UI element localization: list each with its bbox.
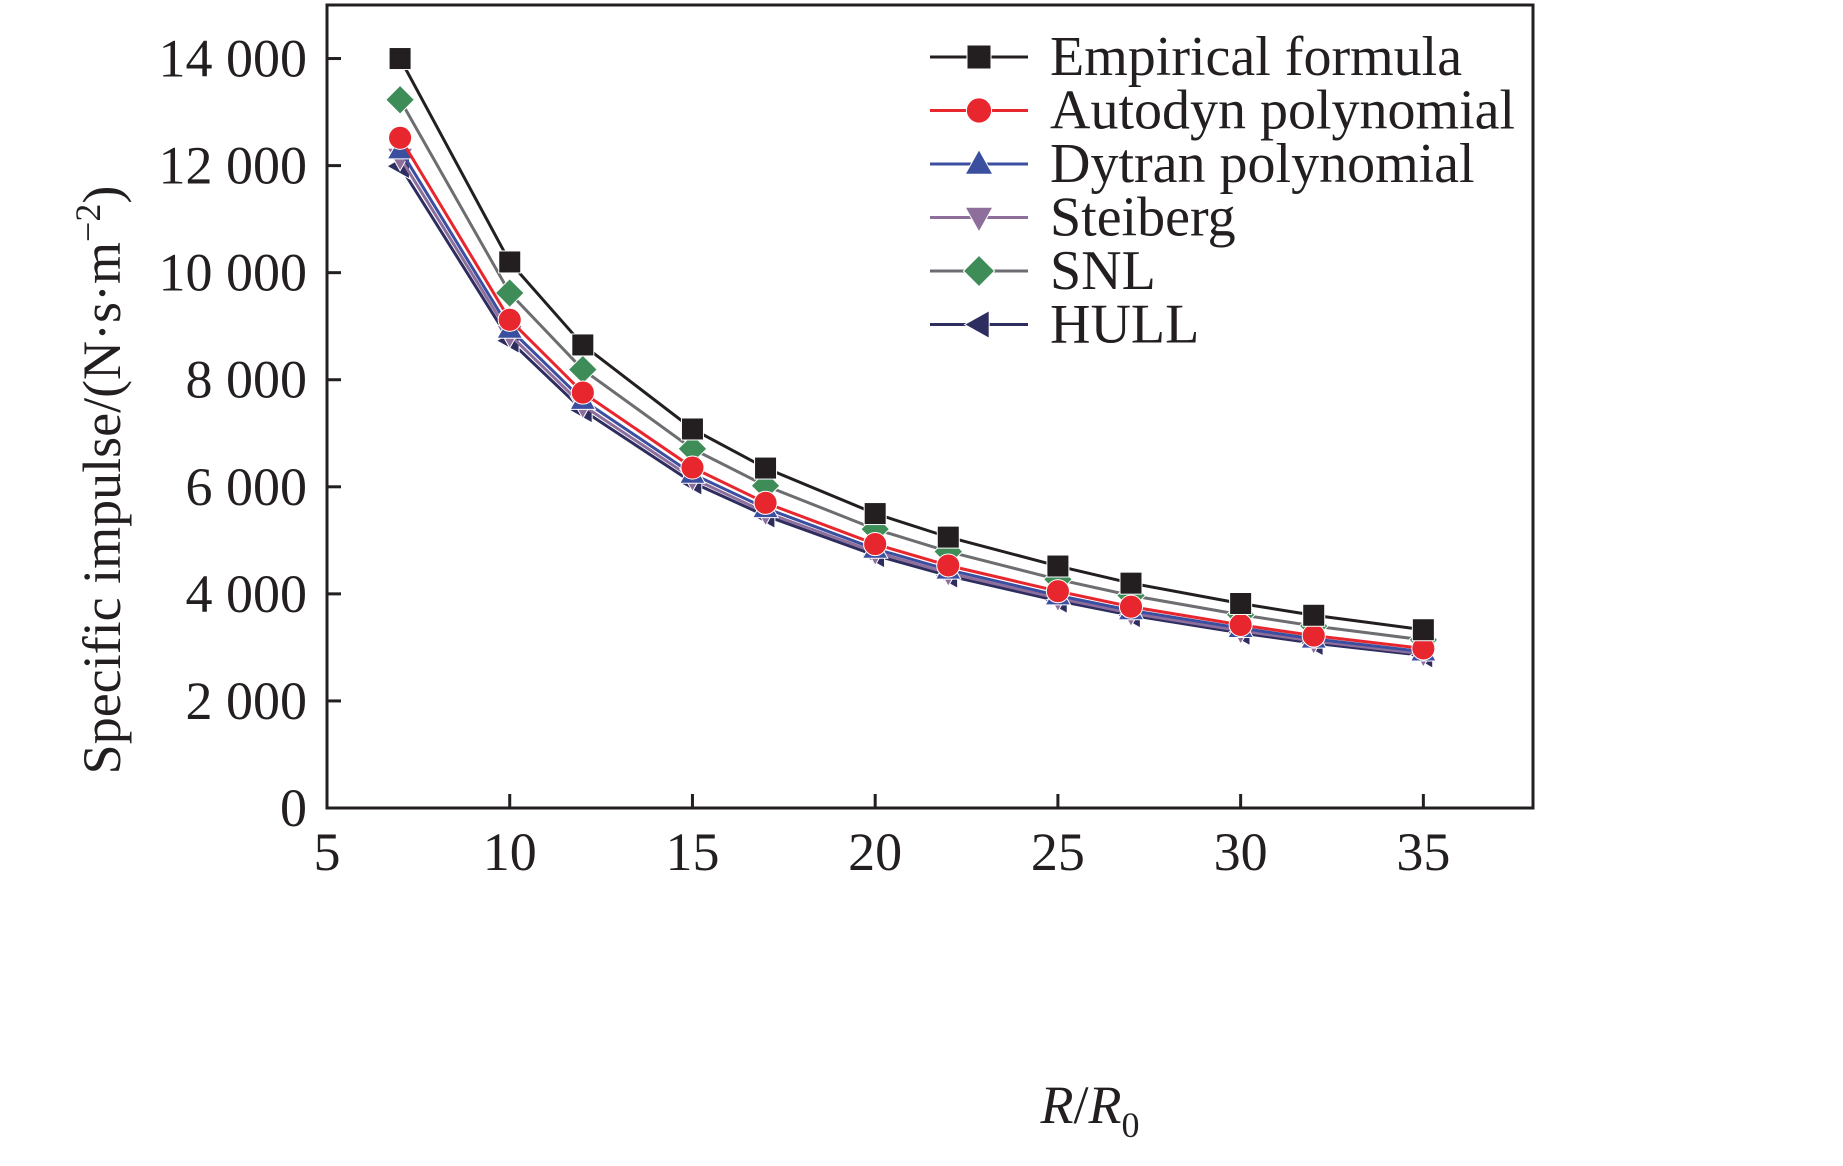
y-tick-label: 0	[280, 778, 307, 838]
legend-label: Dytran polynomial	[1050, 133, 1475, 195]
marker-square	[754, 456, 778, 480]
legend-label: Steiberg	[1050, 187, 1236, 249]
marker-circle	[388, 125, 413, 150]
series-1	[388, 125, 1436, 661]
x-tick-label: 35	[1396, 822, 1450, 882]
series-2	[386, 135, 1437, 662]
legend-label: SNL	[1050, 240, 1156, 302]
marker-circle	[497, 307, 522, 332]
legend-item: Steiberg	[930, 187, 1236, 249]
marker-circle	[863, 532, 888, 557]
marker-circle	[1301, 623, 1326, 648]
legend-label: HULL	[1050, 294, 1199, 356]
x-axis-title: R/R0	[1039, 1075, 1139, 1145]
x-tick-label: 30	[1214, 822, 1268, 882]
marker-square	[1411, 618, 1435, 642]
marker-diamond	[962, 254, 996, 288]
series-0	[388, 47, 1435, 642]
x-tick-label: 15	[665, 822, 719, 882]
marker-triangle-down	[964, 206, 994, 233]
marker-circle	[1045, 579, 1070, 604]
legend-item: Autodyn polynomial	[930, 80, 1515, 142]
y-axis-title-superscript: −2	[68, 204, 108, 242]
x-axis-title-main: R	[1039, 1075, 1073, 1135]
marker-square	[966, 44, 992, 70]
marker-square	[388, 47, 412, 71]
marker-circle	[965, 97, 993, 124]
marker-circle	[570, 380, 595, 405]
marker-triangle-left	[963, 309, 990, 340]
x-axis-title-main2: R	[1088, 1075, 1122, 1135]
marker-square	[1119, 571, 1143, 595]
series-line	[398, 148, 1424, 654]
legend-item: HULL	[930, 294, 1199, 356]
x-axis-title-subscript: 0	[1122, 1105, 1140, 1145]
marker-square	[863, 502, 887, 526]
axes-layer: 5 10 15 20 25 30 35 0 2 000 4 000 6 000 8 000 10 000…	[159, 29, 1451, 882]
legend-label: Autodyn polynomial	[1050, 80, 1515, 142]
marker-diamond	[494, 278, 525, 309]
marker-circle	[753, 490, 778, 515]
y-tick-label: 6 000	[186, 457, 308, 517]
legend-item: Empirical formula	[930, 26, 1462, 88]
marker-square	[1302, 603, 1326, 627]
marker-circle	[936, 553, 961, 578]
marker-square	[1046, 554, 1070, 578]
series-line	[398, 165, 1424, 657]
marker-circle	[1118, 594, 1144, 619]
x-tick-label: 10	[483, 822, 537, 882]
marker-diamond	[385, 84, 416, 115]
y-tick-label: 10 000	[159, 243, 308, 303]
legend-item: SNL	[930, 240, 1156, 302]
series-5	[385, 152, 1434, 669]
y-tick-label: 8 000	[186, 350, 308, 410]
y-axis-title-main: Specific impulse/(N·s·m	[72, 242, 132, 774]
x-tick-label: 25	[1031, 822, 1085, 882]
marker-circle	[1228, 612, 1253, 637]
marker-circle	[680, 455, 705, 480]
marker-square	[680, 417, 704, 441]
x-axis-title-slash: /	[1073, 1075, 1088, 1135]
series-3	[386, 147, 1437, 669]
y-tick-label: 12 000	[159, 136, 308, 196]
y-tick-label: 14 000	[159, 29, 308, 89]
marker-triangle-up	[964, 148, 994, 175]
marker-square	[571, 333, 595, 357]
y-axis-title: Specific impulse/(N·s·m−2)	[68, 186, 132, 775]
legend-item: Dytran polynomial	[930, 133, 1475, 195]
series-line	[398, 156, 1424, 656]
series-line	[398, 136, 1424, 650]
x-tick-label: 5	[314, 822, 341, 882]
y-tick-label: 2 000	[186, 671, 308, 731]
series-layer	[385, 47, 1439, 669]
plot-frame	[325, 3, 1535, 810]
marker-square	[1229, 592, 1253, 616]
series-line	[398, 57, 1424, 632]
marker-square	[498, 250, 522, 274]
y-axis-title-close: )	[72, 186, 132, 204]
y-tick-label: 4 000	[186, 564, 308, 624]
x-tick-label: 20	[848, 822, 902, 882]
legend-label: Empirical formula	[1050, 26, 1462, 88]
plot-border	[325, 3, 1535, 810]
marker-square	[936, 525, 960, 549]
